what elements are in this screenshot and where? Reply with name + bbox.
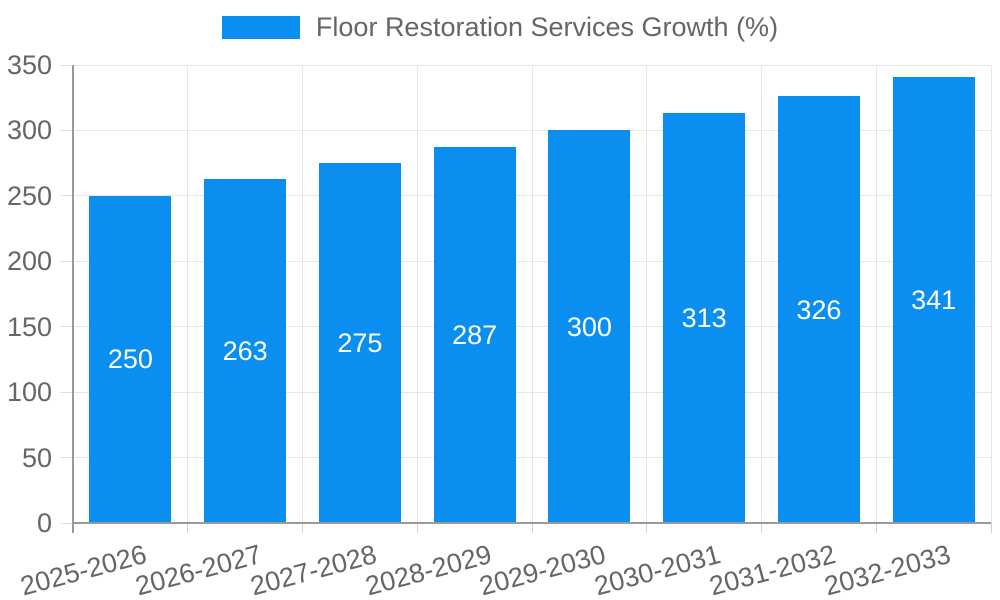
bar-value-label: 341 xyxy=(911,284,957,315)
bar xyxy=(204,178,287,522)
x-axis-label: 2032-2033 xyxy=(820,539,954,600)
x-axis-label: 2027-2028 xyxy=(246,539,380,600)
y-axis-tick xyxy=(60,391,73,393)
x-axis-label: 2028-2029 xyxy=(361,539,495,600)
x-axis-tick xyxy=(761,523,762,533)
x-axis-label: 2030-2031 xyxy=(591,539,724,600)
bar-value-label: 326 xyxy=(796,294,842,325)
y-axis-tick xyxy=(60,260,73,262)
y-axis-line xyxy=(72,65,74,533)
x-axis-tick xyxy=(531,523,533,533)
bar-value-label: 263 xyxy=(222,335,268,366)
x-axis-tick xyxy=(187,523,189,533)
y-axis-label: 0 xyxy=(36,508,52,538)
x-axis-label: 2025-2026 xyxy=(17,539,150,600)
gridline-vertical xyxy=(531,65,533,523)
bar-value-label: 275 xyxy=(337,328,383,359)
y-axis-label: 200 xyxy=(6,246,52,277)
y-axis-label: 50 xyxy=(21,442,52,473)
bar xyxy=(892,76,975,522)
y-axis-tick xyxy=(60,326,73,328)
legend[interactable]: Floor Restoration Services Growth (%) xyxy=(0,12,1000,43)
y-axis-label: 350 xyxy=(6,50,52,80)
bar xyxy=(777,96,860,522)
y-axis-tick xyxy=(60,129,73,131)
y-axis-tick xyxy=(60,64,73,66)
bar xyxy=(548,130,631,522)
gridline-vertical xyxy=(761,65,762,523)
bar-value-label: 313 xyxy=(681,303,727,334)
x-axis-tick xyxy=(302,523,303,533)
y-axis-tick xyxy=(60,457,73,459)
y-axis-label: 250 xyxy=(6,180,52,211)
gridline-vertical xyxy=(187,65,189,523)
gridline-vertical xyxy=(302,65,303,523)
y-axis-label: 150 xyxy=(6,311,52,342)
gridline-vertical xyxy=(990,65,992,523)
x-axis-tick xyxy=(990,523,992,533)
y-axis-label: 300 xyxy=(6,115,52,146)
legend-swatch xyxy=(221,16,300,39)
y-axis-tick xyxy=(60,195,73,197)
y-axis-label: 100 xyxy=(6,377,52,408)
y-axis-tick xyxy=(60,522,73,524)
bar xyxy=(663,113,746,522)
x-axis-line xyxy=(72,522,991,524)
bar-value-label: 250 xyxy=(107,344,153,375)
x-axis-tick xyxy=(875,523,877,533)
bar xyxy=(433,147,516,522)
bar xyxy=(89,195,172,522)
x-axis-label: 2026-2027 xyxy=(132,539,265,600)
x-axis-tick xyxy=(646,523,648,533)
x-axis-tick xyxy=(416,523,418,533)
x-axis-label: 2029-2030 xyxy=(476,539,609,600)
bar xyxy=(318,163,401,522)
legend-label: Floor Restoration Services Growth (%) xyxy=(315,12,779,42)
gridline-vertical xyxy=(875,65,877,523)
bar-value-label: 287 xyxy=(452,320,498,351)
gridline-vertical xyxy=(646,65,648,523)
x-axis-label: 2031-2032 xyxy=(705,539,839,600)
gridline-vertical xyxy=(416,65,418,523)
bar-value-label: 300 xyxy=(566,311,612,342)
